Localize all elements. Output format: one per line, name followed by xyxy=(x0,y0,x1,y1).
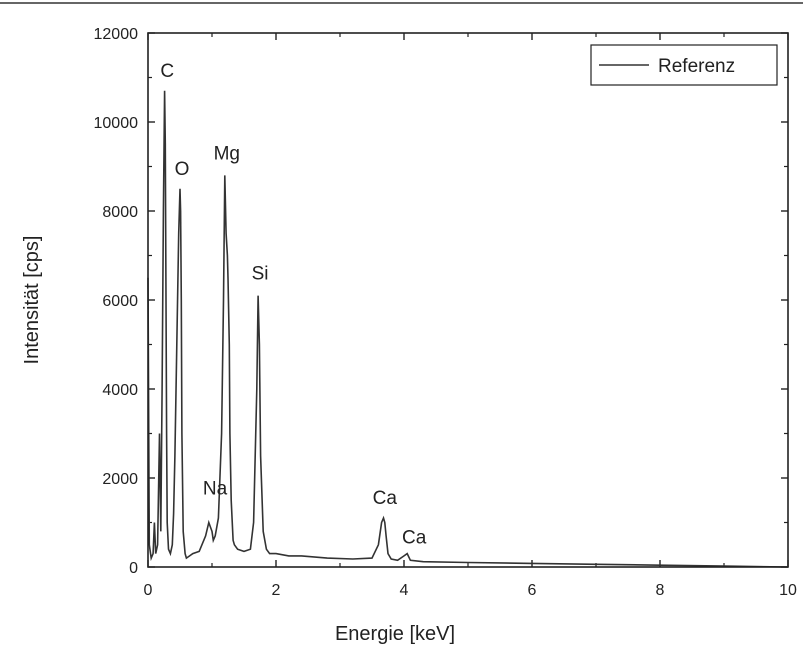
x-tick-label: 8 xyxy=(656,582,665,599)
x-tick-label: 0 xyxy=(144,582,153,599)
x-tick-label: 10 xyxy=(779,582,797,599)
peak-label-ca: Ca xyxy=(402,528,427,549)
x-tick-label: 6 xyxy=(528,582,537,599)
y-tick-label: 12000 xyxy=(94,26,139,43)
peak-label-c: C xyxy=(160,61,174,82)
x-tick-label: 2 xyxy=(272,582,281,599)
y-tick-label: 4000 xyxy=(102,382,138,399)
legend: Referenz xyxy=(590,44,778,86)
legend-label-referenz: Referenz xyxy=(658,56,735,77)
y-tick-label: 0 xyxy=(129,560,138,577)
y-axis-title: Intensität [cps] xyxy=(21,236,43,365)
series-line-referenz xyxy=(147,90,789,568)
y-tick-label: 8000 xyxy=(102,204,138,221)
peak-label-o: O xyxy=(175,159,190,180)
plot-frame xyxy=(147,32,789,568)
peak-label-ca: Ca xyxy=(373,488,398,509)
peak-label-si: Si xyxy=(252,264,269,285)
x-axis-title: Energie [keV] xyxy=(335,623,455,645)
peak-label-na: Na xyxy=(203,479,228,500)
x-tick-label: 4 xyxy=(400,582,409,599)
y-axis-ticks: 0 2000 4000 6000 8000 10000 12000 xyxy=(94,26,788,577)
y-tick-label: 6000 xyxy=(102,293,138,310)
x-axis-ticks: 0 2 4 6 8 10 xyxy=(144,33,797,599)
y-tick-label: 2000 xyxy=(102,471,138,488)
peak-label-mg: Mg xyxy=(214,143,240,164)
y-tick-label: 10000 xyxy=(94,115,139,132)
